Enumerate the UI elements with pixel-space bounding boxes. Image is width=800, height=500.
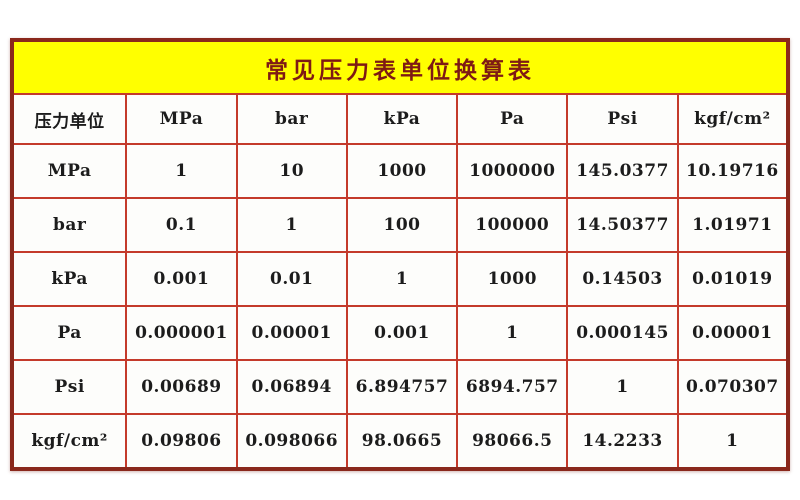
table-row-bar: bar 0.1 1 100 100000 14.50377 1.01971 xyxy=(10,197,790,253)
table-cell: 1 xyxy=(235,197,348,253)
table-cell: 14.50377 xyxy=(566,197,679,253)
table-cell: 6894.757 xyxy=(456,359,569,415)
table-cell: 14.2233 xyxy=(566,413,679,470)
column-header-mpa: MPa xyxy=(125,93,238,145)
table-header-row: 压力单位 MPa bar kPa Pa Psi kgf/cm² xyxy=(10,93,790,145)
table-row-kgfcm2: kgf/cm² 0.09806 0.098066 98.0665 98066.5… xyxy=(10,413,790,470)
table-cell: 0.098066 xyxy=(235,413,348,470)
row-header-bar: bar xyxy=(10,197,128,253)
table-cell: 1000 xyxy=(456,251,569,307)
table-cell: 1 xyxy=(345,251,459,307)
table-cell: 1 xyxy=(566,359,679,415)
table-cell: 1 xyxy=(676,413,790,470)
table-title-row: 常见压力表单位换算表 xyxy=(11,39,789,95)
row-header-psi: Psi xyxy=(10,359,128,415)
table-cell: 0.00001 xyxy=(235,305,348,361)
table-cell: 145.0377 xyxy=(566,143,679,199)
table-cell: 0.1 xyxy=(125,197,238,253)
row-header-kpa: kPa xyxy=(10,251,128,307)
table-cell: 0.000145 xyxy=(566,305,679,361)
table-cell: 1000 xyxy=(345,143,459,199)
table-cell: 0.001 xyxy=(345,305,459,361)
table-cell: 0.00001 xyxy=(676,305,790,361)
table-row-pa: Pa 0.000001 0.00001 0.001 1 0.000145 0.0… xyxy=(10,305,790,361)
table-cell: 10.19716 xyxy=(676,143,790,199)
column-header-kgfcm2: kgf/cm² xyxy=(676,93,790,145)
table-cell: 100000 xyxy=(456,197,569,253)
row-header-pa: Pa xyxy=(10,305,128,361)
table-cell: 1000000 xyxy=(456,143,569,199)
table-cell: 0.000001 xyxy=(125,305,238,361)
table-row-mpa: MPa 1 10 1000 1000000 145.0377 10.19716 xyxy=(10,143,790,199)
column-header-psi: Psi xyxy=(566,93,679,145)
table-cell: 10 xyxy=(235,143,348,199)
table-row-psi: Psi 0.00689 0.06894 6.894757 6894.757 1 … xyxy=(10,359,790,415)
table-cell: 0.00689 xyxy=(125,359,238,415)
table-cell: 6.894757 xyxy=(345,359,459,415)
table-row-kpa: kPa 0.001 0.01 1 1000 0.14503 0.01019 xyxy=(10,251,790,307)
table-cell: 0.01 xyxy=(235,251,348,307)
table-cell: 0.01019 xyxy=(676,251,790,307)
table-cell: 0.06894 xyxy=(235,359,348,415)
table-cell: 0.14503 xyxy=(566,251,679,307)
row-header-kgfcm2: kgf/cm² xyxy=(10,413,128,470)
table-cell: 98.0665 xyxy=(345,413,459,470)
conversion-table: 常见压力表单位换算表 压力单位 MPa bar kPa Pa Psi kgf/c… xyxy=(10,38,790,471)
row-header-mpa: MPa xyxy=(10,143,128,199)
table-cell: 0.001 xyxy=(125,251,238,307)
column-header-bar: bar xyxy=(235,93,348,145)
table-cell: 98066.5 xyxy=(456,413,569,470)
column-header-kpa: kPa xyxy=(345,93,459,145)
table-cell: 1.01971 xyxy=(676,197,790,253)
table-cell: 0.070307 xyxy=(676,359,790,415)
column-header-pa: Pa xyxy=(456,93,569,145)
table-cell: 100 xyxy=(345,197,459,253)
table-cell: 1 xyxy=(125,143,238,199)
page-title: 常见压力表单位换算表 xyxy=(11,39,789,95)
corner-header-cell: 压力单位 xyxy=(10,93,128,145)
table-cell: 0.09806 xyxy=(125,413,238,470)
table-cell: 1 xyxy=(456,305,569,361)
